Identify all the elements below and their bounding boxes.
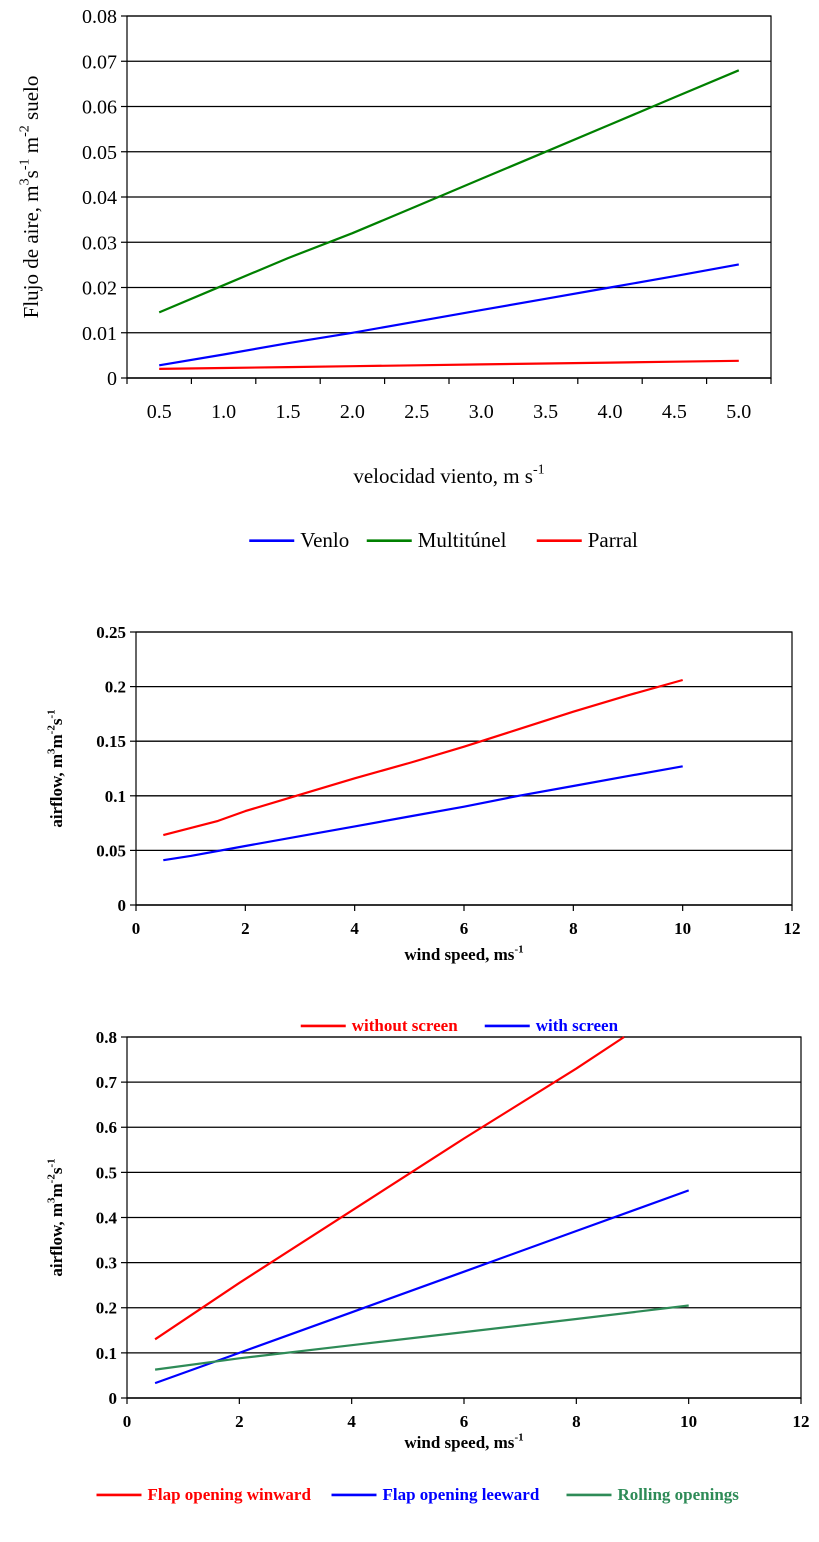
x-tick-label: 12	[784, 919, 801, 938]
y-tick-label: 0.2	[96, 1299, 117, 1318]
legend: without screen with screen	[300, 1016, 619, 1035]
legend-label: Multitúnel	[418, 528, 507, 552]
legend: Venlo Multitúnel Parral	[249, 528, 638, 552]
y-tick-label: 0.4	[96, 1208, 118, 1227]
y-tick-label: 0.7	[96, 1073, 118, 1092]
series-line-1	[163, 678, 683, 837]
x-axis-label: wind speed, ms-1	[404, 943, 523, 964]
legend-label: Flap opening leeward	[383, 1485, 540, 1504]
legend-item-2: with screen	[484, 1016, 619, 1035]
y-tick-label: 0.02	[82, 278, 117, 300]
y-tick-label: 0.5	[96, 1163, 117, 1182]
plot-area	[135, 631, 793, 906]
x-tick-label: 4.0	[598, 401, 623, 423]
x-tick-label: 3.5	[533, 401, 558, 423]
x-tick-label: 0	[123, 1412, 132, 1431]
legend-item-3: Rolling openings	[566, 1485, 740, 1504]
x-tick-label: 0	[132, 919, 141, 938]
legend-item-1: Venlo	[249, 528, 349, 552]
y-tick-label: 0.04	[82, 187, 117, 209]
y-tick-label: 0.06	[82, 97, 117, 119]
y-tick-label: 0.03	[82, 232, 117, 254]
y-tick-label: 0.3	[96, 1254, 117, 1273]
legend: Flap opening winward Flap opening leeward…	[96, 1485, 740, 1504]
x-tick-label: 12	[793, 1412, 810, 1431]
y-tick-label: 0.2	[105, 678, 126, 697]
y-tick-label: 0	[118, 896, 127, 915]
chart-2: 0 0.05 0.1 0.15 0.2 0.25 0 2 4 6 8 10 12 wind speed, …	[45, 623, 800, 1035]
x-tick-label: 2.5	[404, 401, 429, 423]
legend-item-2: Flap opening leeward	[331, 1485, 540, 1504]
y-tick-label: 0.05	[82, 142, 117, 164]
x-tick-label: 5.0	[726, 401, 751, 423]
y-tick-label: 0.05	[96, 841, 126, 860]
x-tick-label: 4	[350, 919, 359, 938]
x-tick-label: 8	[569, 919, 578, 938]
y-tick-label: 0.01	[82, 323, 117, 345]
legend-item-3: Parral	[536, 528, 638, 552]
legend-label: Venlo	[300, 528, 349, 552]
y-tick-label: 0.15	[96, 732, 126, 751]
x-tick-label: 0.5	[147, 401, 172, 423]
y-axis-label: Flujo de aire, m3s-1 m-2 suelo	[18, 76, 43, 319]
legend-label: without screen	[352, 1016, 458, 1035]
y-tick-label: 0.07	[82, 51, 117, 73]
y-tick-label: 0	[107, 368, 117, 390]
y-tick-label: 0.6	[96, 1118, 117, 1137]
x-tick-label: 2	[241, 919, 250, 938]
x-tick-label: 2.0	[340, 401, 365, 423]
x-tick-label: 8	[572, 1412, 581, 1431]
legend-label: with screen	[536, 1016, 619, 1035]
y-axis-label: airflow, m3m-2s-1	[45, 709, 66, 827]
x-tick-label: 1.5	[276, 401, 301, 423]
y-axis-label: airflow, m3m-2s-1	[45, 1158, 66, 1276]
series-line-2	[158, 69, 740, 314]
x-tick-label: 2	[235, 1412, 244, 1431]
legend-item-1: without screen	[300, 1016, 458, 1035]
y-tick-label: 0.25	[96, 623, 126, 642]
y-tick-label: 0.1	[96, 1344, 117, 1363]
legend-label: Flap opening winward	[148, 1485, 312, 1504]
x-tick-label: 10	[674, 919, 691, 938]
x-tick-label: 10	[680, 1412, 697, 1431]
legend-item-1: Flap opening winward	[96, 1485, 312, 1504]
series-line-2	[163, 765, 683, 862]
y-tick-label: 0.1	[105, 787, 126, 806]
x-tick-label: 3.0	[469, 401, 494, 423]
series-line-3	[159, 359, 739, 370]
x-tick-label: 4.5	[662, 401, 687, 423]
x-tick-label: 1.0	[211, 401, 236, 423]
series-line-2	[154, 1189, 690, 1385]
legend-label: Rolling openings	[618, 1485, 740, 1504]
series-line-1	[159, 263, 739, 367]
series-line-3	[154, 1304, 689, 1371]
x-axis-label: velocidad viento, m s-1	[353, 463, 544, 488]
y-tick-label: 0.08	[82, 6, 117, 28]
x-tick-label: 6	[460, 919, 469, 938]
x-tick-label: 4	[347, 1412, 356, 1431]
legend-item-2: Multitúnel	[366, 528, 507, 552]
legend-label: Parral	[588, 528, 638, 552]
x-tick-label: 6	[460, 1412, 469, 1431]
chart-3: 0 0.1 0.2 0.3 0.4 0.5 0.6 0.7 0.8 0 2 4 6 8 10 12 wind s…	[45, 1028, 809, 1504]
chart-1: 0 0.01 0.02 0.03 0.04 0.05 0.06 0.07 0.08 0.5 1.0 1…	[18, 6, 772, 552]
series-line-1	[154, 1036, 625, 1341]
y-tick-label: 0	[109, 1389, 118, 1408]
y-tick-label: 0.8	[96, 1028, 117, 1047]
x-axis-label: wind speed, ms-1	[404, 1431, 523, 1452]
